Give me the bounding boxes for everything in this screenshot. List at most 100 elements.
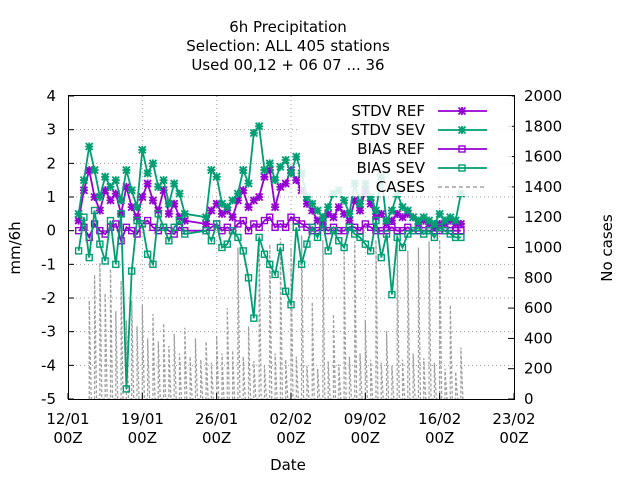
data-point-bias-sev [170,223,178,232]
data-point-bias-sev [239,247,247,255]
legend-marker-bias-sev [458,164,466,172]
data-point-stdv-ref [207,206,216,215]
data-point-bias-sev [297,260,306,269]
x-tick-label-time: 00Z [499,429,528,447]
data-point-stdv-ref [260,172,269,181]
data-point-stdv-sev [345,209,354,218]
data-point-stdv-ref [292,176,301,185]
data-point-bias-sev [244,274,253,282]
series-line-stdv-sev [77,124,462,226]
data-point-stdv-ref [164,209,174,218]
data-point-bias-sev [85,253,93,262]
chart-title-line-2: Selection: ALL 405 stations [186,37,390,55]
data-point-stdv-ref [201,219,211,229]
axis-ticks: -5 -4 -3 -2 -1 0 1 2 3 4 0 200 400 600 800 1000 1200 1400… [41,87,562,447]
data-point-stdv-sev [212,172,221,181]
data-point-bias-sev [430,233,439,242]
data-point-bias-sev [154,210,162,218]
data-point-bias-sev [329,226,338,235]
data-point-stdv-ref [313,216,322,225]
y-tick-label: -5 [41,390,56,408]
data-point-bias-sev [372,216,380,225]
data-point-stdv-ref [106,196,115,205]
data-point-stdv-sev [355,199,365,208]
data-point-bias-sev [138,220,147,228]
data-point-stdv-ref [255,192,264,202]
data-point-bias-sev [181,230,189,238]
y2-tick-label: 200 [524,360,553,378]
data-point-stdv-ref [122,182,131,192]
data-point-bias-sev [212,220,221,228]
data-point-bias-sev [287,301,295,309]
x-tick-label-time: 00Z [202,429,231,447]
data-point-stdv-ref [350,196,359,205]
data-point-stdv-sev [170,179,179,188]
data-point-stdv-sev [228,196,237,205]
y-tick-label: -3 [41,323,56,341]
data-point-bias-sev [292,223,301,232]
data-point-bias-sev [388,290,396,299]
data-point-stdv-ref [281,179,290,188]
y-tick-label: 0 [46,222,56,240]
legend-marker-bias-ref [458,145,466,153]
data-point-stdv-sev [122,165,131,175]
data-point-stdv-sev [260,165,269,175]
data-point-stdv-sev [154,182,163,192]
data-point-stdv-ref [393,209,402,218]
x-tick-label-time: 00Z [351,429,380,447]
data-point-stdv-sev [382,216,391,225]
data-point-stdv-ref [265,165,274,175]
data-point-bias-sev [159,223,168,232]
data-point-stdv-ref [233,196,243,205]
data-point-stdv-ref [270,202,280,212]
data-point-stdv-ref [170,199,179,208]
x-tick-label-time: 00Z [53,429,82,447]
x-tick-label: 12/01 [46,410,89,428]
data-point-stdv-sev [440,216,450,225]
data-point-stdv-sev [281,155,290,165]
data-point-stdv-ref [345,216,354,225]
data-point-bias-sev [90,206,99,215]
data-point-bias-sev [398,243,407,252]
data-point-stdv-ref [249,196,258,205]
data-point-bias-sev [223,240,231,248]
y2-tick-label: 2000 [524,87,562,105]
data-point-bias-sev [345,223,354,232]
data-point-bias-sev [112,260,120,269]
legend-background [300,96,512,196]
data-point-stdv-ref [456,219,466,229]
data-point-bias-sev [281,287,290,295]
data-point-stdv-ref [366,199,375,208]
data-point-stdv-sev [143,169,152,178]
legend-marker-stdv-sev [457,125,467,135]
data-point-stdv-ref [143,179,152,188]
data-point-stdv-ref [398,213,407,222]
line-series [74,122,466,393]
data-point-bias-sev [250,314,258,322]
y2-tick-label: 0 [524,390,534,408]
data-point-bias-sev [308,223,316,232]
y-tick-label: 2 [46,154,56,172]
data-point-stdv-sev [201,213,211,222]
x-tick-label-time: 00Z [425,429,454,447]
data-point-stdv-ref [101,186,110,195]
data-point-stdv-ref [324,209,333,218]
data-point-stdv-sev [270,176,280,185]
legend-label-stdv-sev: STDV SEV [351,121,426,139]
x-tick-label: 19/01 [121,410,164,428]
x-tick-label: 16/02 [418,410,461,428]
data-point-stdv-ref [244,202,253,212]
data-point-bias-sev [377,253,385,262]
data-point-stdv-sev [276,162,285,171]
data-point-bias-ref [266,213,274,221]
data-point-stdv-ref [90,192,99,202]
y-tick-label: -4 [41,356,56,374]
data-point-stdv-sev [116,196,126,205]
y-axis-label: mm/6h [6,221,24,274]
data-point-stdv-sev [207,165,216,175]
data-point-stdv-ref [159,186,168,195]
data-point-stdv-sev [90,165,99,175]
y2-tick-label: 1000 [524,239,562,257]
legend-label-stdv-ref: STDV REF [351,102,425,120]
chart-title-line-1: 6h Precipitation [229,18,347,36]
